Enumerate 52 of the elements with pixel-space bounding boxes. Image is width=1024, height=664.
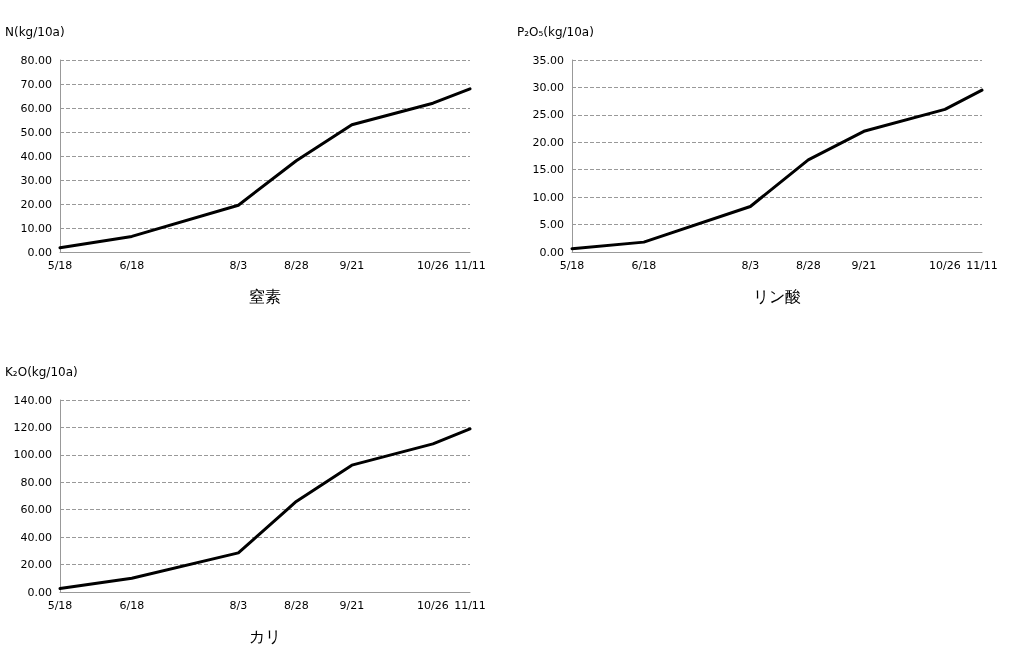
y-tick-label: 70.00 — [20, 77, 52, 91]
y-tick-label: 50.00 — [20, 125, 52, 139]
x-tick-label: 8/3 — [229, 259, 248, 272]
x-tick-label: 5/18 — [47, 599, 73, 612]
y-tick-label: 20.00 — [20, 558, 52, 572]
y-tick-label: 0.00 — [27, 245, 52, 259]
x-axis-title: リン酸 — [753, 286, 801, 306]
y-tick-label: 120.00 — [13, 420, 52, 434]
x-tick-label: 8/28 — [283, 599, 309, 612]
y-tick-label: 30.00 — [532, 80, 564, 94]
x-tick-label: 11/11 — [454, 259, 486, 272]
y-tick-label: 40.00 — [20, 530, 52, 544]
y-tick-label: 140.00 — [13, 393, 52, 407]
y-tick-label: 60.00 — [20, 101, 52, 115]
x-tick-label: 6/18 — [119, 259, 145, 272]
x-tick-label: 11/11 — [966, 259, 998, 272]
y-tick-label: 30.00 — [20, 173, 52, 187]
y-tick-label: 80.00 — [20, 53, 52, 67]
y-tick-label: 40.00 — [20, 149, 52, 163]
y-tick-label: 80.00 — [20, 475, 52, 489]
x-tick-label: 6/18 — [119, 599, 145, 612]
x-tick-label: 5/18 — [47, 259, 73, 272]
y-tick-label: 35.00 — [532, 53, 564, 67]
y-axis-title: N(kg/10a) — [5, 25, 65, 39]
y-tick-label: 10.00 — [532, 190, 564, 204]
y-tick-label: 60.00 — [20, 503, 52, 517]
x-tick-label: 8/28 — [795, 259, 821, 272]
x-tick-label: 9/21 — [339, 259, 365, 272]
y-tick-label: 5.00 — [539, 218, 564, 232]
x-tick-label: 9/21 — [851, 259, 877, 272]
x-tick-label: 6/18 — [631, 259, 657, 272]
y-tick-label: 0.00 — [539, 245, 564, 259]
y-tick-label: 0.00 — [27, 585, 52, 599]
x-tick-label: 10/26 — [417, 599, 449, 612]
y-tick-label: 15.00 — [532, 163, 564, 177]
x-tick-label: 5/18 — [559, 259, 585, 272]
y-axis-title: P₂O₅(kg/10a) — [517, 25, 594, 39]
x-axis-title: カリ — [249, 626, 281, 646]
y-axis-title: K₂O(kg/10a) — [5, 365, 78, 379]
x-axis-title: 窒素 — [249, 286, 281, 306]
x-tick-label: 11/11 — [454, 599, 486, 612]
y-tick-label: 20.00 — [20, 197, 52, 211]
y-tick-label: 20.00 — [532, 135, 564, 149]
x-tick-label: 8/3 — [741, 259, 760, 272]
y-tick-label: 25.00 — [532, 108, 564, 122]
x-tick-label: 8/28 — [283, 259, 309, 272]
y-tick-label: 100.00 — [13, 448, 52, 462]
x-tick-label: 8/3 — [229, 599, 248, 612]
x-tick-label: 10/26 — [929, 259, 961, 272]
x-tick-label: 9/21 — [339, 599, 365, 612]
x-tick-label: 10/26 — [417, 259, 449, 272]
y-tick-label: 10.00 — [20, 221, 52, 235]
